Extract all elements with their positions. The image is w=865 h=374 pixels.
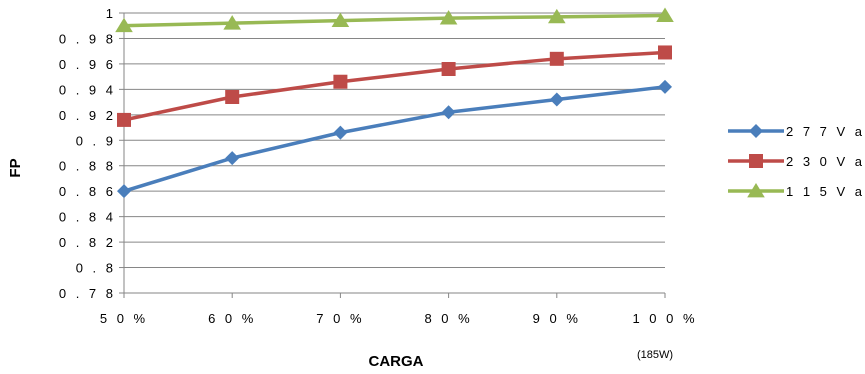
- point-square: [549, 51, 564, 66]
- point-diamond: [333, 125, 348, 140]
- y-tick-label: 0 . 9 6: [59, 57, 116, 72]
- point-triangle: [331, 12, 350, 28]
- point-triangle: [439, 10, 458, 25]
- y-tick-label: 0 . 9: [76, 133, 116, 148]
- point-triangle: [548, 8, 566, 24]
- point-square: [333, 74, 348, 89]
- y-tick-label: 0 . 8 4: [59, 210, 116, 225]
- point-diamond: [749, 124, 763, 138]
- x-tick-label: 6 0 %: [208, 311, 256, 326]
- legend-label: 2 7 7 V a c: [786, 124, 865, 139]
- series-line: [123, 13, 666, 28]
- y-tick-label: 0 . 8 2: [59, 235, 116, 250]
- x-axis-title: CARGA: [369, 353, 424, 370]
- point-triangle: [747, 183, 765, 198]
- y-tick-label: 0 . 9 4: [59, 82, 116, 97]
- series-line: [123, 85, 666, 193]
- point-square: [117, 112, 131, 127]
- point-square: [749, 154, 763, 168]
- y-tick-label: 0 . 8: [76, 261, 116, 276]
- legend-label: 1 1 5 V a c: [786, 184, 865, 199]
- legend-label: 2 3 0 V a c: [786, 154, 865, 169]
- point-square: [441, 62, 456, 76]
- axes: [123, 13, 666, 298]
- series-lines: [123, 13, 666, 193]
- x-tick-label: 8 0 %: [424, 311, 472, 326]
- legend: 2 7 7 V a c 2 3 0 V a c 1 1 5 V a c: [728, 124, 865, 199]
- point-diamond: [658, 79, 672, 94]
- y-tick-label: 0 . 9 2: [59, 108, 116, 123]
- y-tick-label: 0 . 8 6: [59, 184, 116, 199]
- point-triangle: [656, 7, 674, 22]
- point-diamond: [225, 151, 240, 166]
- x-tick-label: 9 0 %: [533, 311, 581, 326]
- x-tick-label: 1 0 0 %: [632, 311, 697, 326]
- x-tick-label: 5 0 %: [100, 311, 148, 326]
- y-tick-label: 0 . 7 8: [59, 286, 116, 301]
- point-diamond: [549, 92, 564, 107]
- gridlines: [119, 12, 665, 294]
- x-tick-labels: 5 0 % 6 0 % 7 0 % 8 0 % 9 0 % 1 0 0 %: [100, 311, 697, 326]
- y-tick-label: 0 . 9 8: [59, 31, 116, 46]
- y-tick-labels: 0 . 7 8 0 . 8 0 . 8 2 0 . 8 4 0 . 8 6 0 . 8 8…: [59, 6, 116, 301]
- point-triangle: [115, 17, 133, 33]
- series-markers: [115, 7, 674, 199]
- y-tick-label: 0 . 8 8: [59, 159, 116, 174]
- point-diamond: [441, 105, 456, 120]
- point-diamond: [117, 184, 131, 199]
- series-line: [123, 50, 666, 122]
- y-tick-label: 1: [106, 6, 116, 21]
- point-square: [658, 45, 672, 60]
- x-axis-note: (185W): [637, 349, 673, 361]
- point-square: [225, 90, 240, 104]
- y-axis-title: FP: [7, 158, 24, 177]
- x-tick-label: 7 0 %: [316, 311, 364, 326]
- point-triangle: [223, 15, 241, 30]
